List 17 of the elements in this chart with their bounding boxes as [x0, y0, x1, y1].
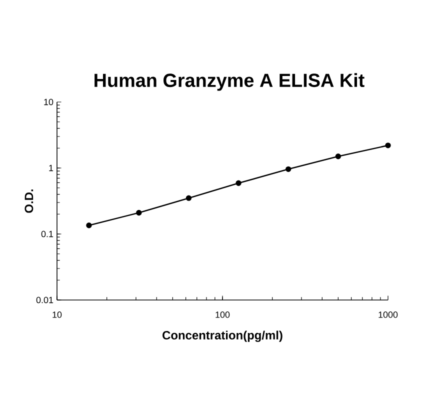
- point: [335, 154, 342, 160]
- x-axis-title: Concentration(pg/ml): [162, 330, 282, 342]
- y-tick-label: 0.01: [36, 296, 54, 304]
- point: [136, 210, 142, 216]
- point: [385, 142, 391, 148]
- y-tick-label: 10: [44, 98, 54, 106]
- point: [236, 180, 242, 186]
- point: [86, 222, 92, 228]
- y-tick-label: 0.1: [41, 230, 54, 238]
- point: [286, 166, 292, 172]
- point: [186, 195, 192, 201]
- chart-title: Human Granzyme A ELISA Kit: [94, 73, 364, 91]
- x-tick-label: 1000: [378, 312, 398, 318]
- x-tick-label: 10: [52, 312, 62, 318]
- x-tick-label: 100: [216, 312, 230, 318]
- y-tick-label: 1: [49, 164, 54, 172]
- y-axis-title: O.D.: [24, 190, 34, 213]
